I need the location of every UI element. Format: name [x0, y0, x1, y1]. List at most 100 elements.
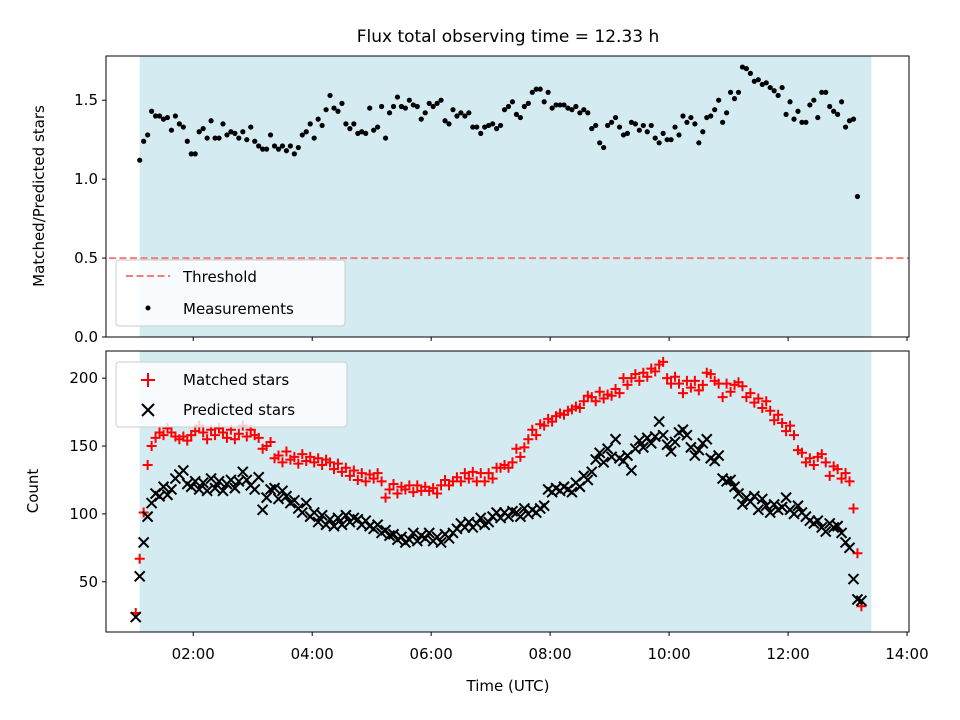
matched-point: [229, 434, 240, 445]
measurement-point: [180, 124, 186, 130]
predicted-point: [411, 535, 423, 547]
matched-point: [725, 386, 736, 397]
measurement-point: [196, 129, 202, 135]
matched-point: [344, 470, 355, 481]
predicted-point: [256, 504, 269, 516]
measurement-point: [811, 97, 817, 103]
top-panel: 0.0 0.5 1.0 1.5 Matched/Predicted stars Thr…: [30, 55, 910, 346]
measurement-point: [676, 132, 682, 138]
measurement-point: [156, 113, 163, 119]
top-legend-box: [115, 259, 346, 327]
matched-point: [658, 356, 669, 367]
matched-point: [198, 427, 209, 438]
measurement-point: [188, 151, 194, 157]
matched-point: [134, 553, 145, 564]
measurement-point: [712, 107, 718, 113]
predicted-point: [395, 531, 408, 543]
measurement-point: [422, 110, 428, 116]
measurement-point: [164, 114, 171, 121]
measurement-point: [747, 70, 753, 76]
measurement-point: [850, 116, 857, 122]
matched-point: [737, 381, 748, 392]
measurement-point: [176, 121, 182, 127]
legend-matched-label: Matched stars: [183, 371, 289, 389]
matched-point: [202, 434, 213, 445]
matched-point: [697, 379, 708, 390]
measurement-points: [137, 64, 861, 200]
legend-threshold-label: Threshold: [182, 268, 257, 286]
measurement-point: [267, 132, 274, 138]
measurement-point: [779, 84, 785, 91]
predicted-point: [637, 441, 650, 454]
measurement-point: [831, 108, 837, 114]
measurement-point: [478, 130, 484, 136]
measurement-point: [319, 122, 325, 129]
matched-point: [836, 473, 847, 484]
measurement-point: [386, 110, 393, 116]
measurement-point: [152, 113, 159, 119]
measurement-point: [378, 103, 385, 110]
predicted-point: [657, 429, 669, 441]
predicted-point: [276, 485, 289, 497]
bottom-ytick-label: 100: [69, 505, 98, 523]
matched-point: [146, 441, 157, 452]
predicted-point: [843, 542, 856, 554]
predicted-point: [201, 485, 213, 497]
measurement-point: [256, 143, 262, 149]
measurement-point: [509, 99, 516, 105]
xtick-label: 10:00: [647, 645, 690, 663]
measurement-point: [783, 111, 789, 118]
measurement-point: [620, 132, 627, 138]
measurement-point: [145, 132, 151, 138]
matched-point: [380, 492, 391, 503]
matched-point: [590, 396, 601, 407]
measurement-point: [759, 81, 765, 88]
matched-point: [368, 473, 379, 484]
measurement-point: [248, 124, 254, 130]
matched-point: [642, 371, 653, 382]
measurement-point: [513, 111, 520, 118]
count-points: [130, 356, 868, 623]
matched-point: [376, 476, 387, 487]
predicted-point: [665, 445, 677, 458]
measurement-point: [462, 113, 468, 119]
measurement-point: [220, 121, 226, 127]
measurement-point: [363, 130, 369, 136]
bottom-ytick-label: 200: [69, 369, 98, 387]
matched-point: [281, 446, 292, 457]
matched-point: [547, 416, 558, 427]
measurement-point: [450, 107, 456, 113]
measurement-point: [541, 99, 547, 105]
measurement-point: [688, 114, 694, 121]
predicted-point: [701, 433, 713, 445]
measurement-point: [287, 143, 293, 149]
measurement-point: [827, 103, 833, 110]
measurement-point: [716, 97, 722, 103]
matched-point: [329, 464, 340, 475]
predicted-point: [133, 570, 146, 583]
matched-point: [721, 378, 732, 389]
measurement-point: [648, 122, 654, 129]
matched-point: [848, 503, 859, 514]
matched-point: [650, 366, 661, 377]
predicted-point: [669, 436, 681, 448]
matched-point: [578, 396, 589, 407]
predicted-point: [237, 466, 249, 478]
measurement-point: [347, 126, 353, 132]
predicted-point: [681, 429, 693, 441]
matched-point: [511, 443, 522, 454]
measurement-point: [727, 89, 734, 95]
matched-point: [392, 488, 403, 499]
matched-point: [356, 468, 367, 479]
measurement-point: [200, 126, 206, 132]
measurement-point: [212, 135, 218, 141]
measurement-point: [537, 86, 543, 92]
measurement-point: [854, 193, 861, 200]
measurement-point: [410, 102, 416, 108]
bottom-y-ticks: 50 100 150 200: [69, 369, 106, 591]
matched-point: [317, 460, 328, 471]
predicted-point: [768, 498, 780, 511]
measurement-point: [315, 116, 321, 122]
matched-point: [440, 474, 451, 485]
predicted-point: [482, 516, 495, 528]
